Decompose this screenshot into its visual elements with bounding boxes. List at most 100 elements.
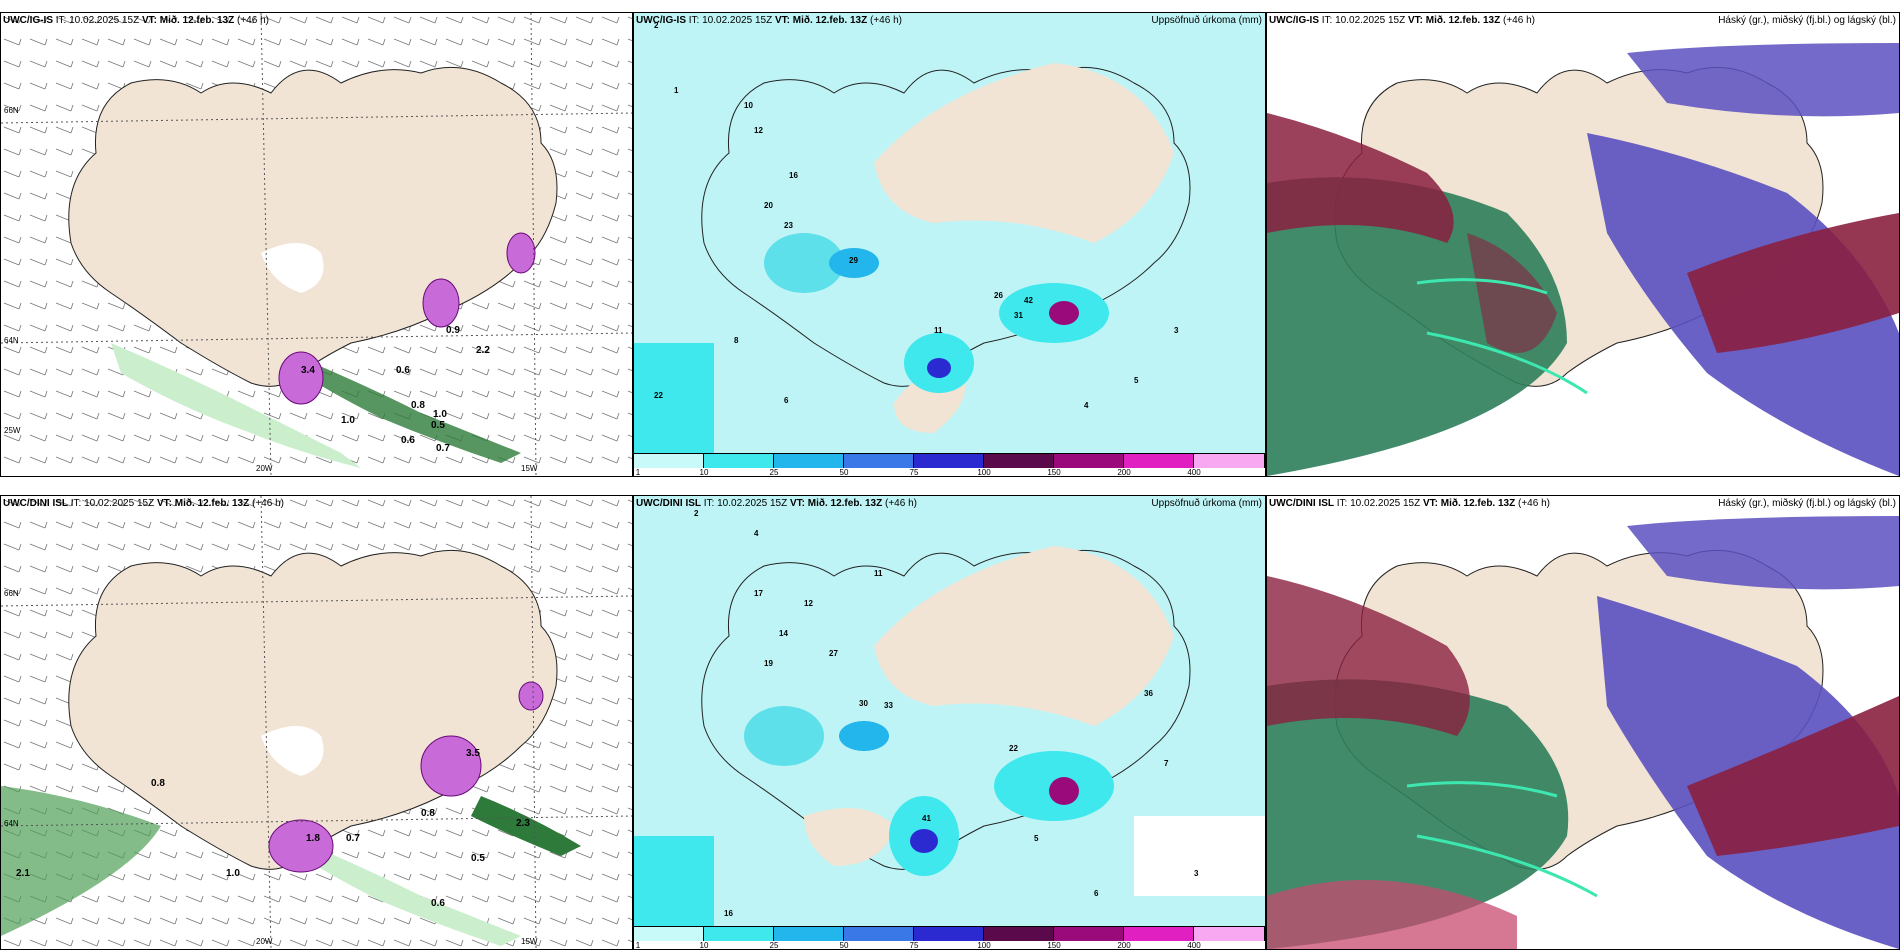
- colorbar-label: 200: [1117, 941, 1131, 950]
- colorbar-swatch: [1194, 454, 1265, 468]
- value-label: 22: [1009, 744, 1018, 753]
- value-label: 36: [1144, 689, 1153, 698]
- colorbar-swatch: [704, 454, 774, 468]
- lat-label-64n: 64N: [4, 336, 19, 345]
- colorbar-swatch: [984, 927, 1054, 941]
- value-label: 19: [764, 659, 773, 668]
- colorbar-label: 1: [635, 941, 641, 950]
- wind-precip-map-panel-bottom: UWC/DINI ISL IT: 10.02.2025 15Z VT: Mið.…: [0, 495, 633, 950]
- value-label: 2.3: [516, 818, 530, 829]
- panel-title: UWC/DINI ISL IT: 10.02.2025 15Z VT: Mið.…: [1269, 498, 1550, 509]
- value-label: 0.9: [446, 325, 460, 336]
- value-label: 1: [674, 86, 679, 95]
- colorbar-label: 150: [1047, 941, 1061, 950]
- lon-label-20w: 20W: [256, 937, 273, 946]
- lat-label-64n: 64N: [4, 819, 19, 828]
- value-label: 14: [779, 629, 788, 638]
- value-label: 2: [694, 509, 699, 518]
- precip-map-panel-top: UWC/IG-IS IT: 10.02.2025 15Z VT: Mið. 12…: [633, 12, 1266, 477]
- value-label: 2.1: [16, 868, 30, 879]
- lat-label-66n: 66N: [4, 106, 19, 115]
- precip-title: Uppsöfnuð úrkoma (mm): [1151, 498, 1262, 509]
- colorbar-label: 10: [699, 941, 709, 950]
- value-label: 5: [1134, 376, 1139, 385]
- colorbar-label: 25: [769, 468, 779, 477]
- colorbar-swatch: [634, 454, 704, 468]
- colorbar-label: 400: [1187, 468, 1201, 477]
- colorbar-label: 150: [1047, 468, 1061, 477]
- wind-precip-map: 66N 64N 20W 15W 0.8 1.0 0.7 0.8 2.3 1.8 …: [1, 496, 632, 949]
- cloud-map-panel-top: UWC/IG-IS IT: 10.02.2025 15Z VT: Mið. 12…: [1266, 12, 1900, 477]
- value-label: 22: [654, 391, 663, 400]
- lon-label-15w: 15W: [521, 937, 538, 946]
- value-label: 12: [804, 599, 813, 608]
- colorbar-label: 75: [909, 941, 919, 950]
- lat-label-66n: 66N: [4, 589, 19, 598]
- value-label: 16: [724, 909, 733, 918]
- value-label: 2: [654, 21, 659, 30]
- value-label: 0.8: [411, 400, 425, 411]
- value-label: 2.2: [476, 345, 490, 356]
- value-label: 30: [859, 699, 868, 708]
- value-label: 3.5: [466, 748, 480, 759]
- value-label: 4: [754, 529, 759, 538]
- colorbar-swatch: [844, 927, 914, 941]
- value-label: 0.7: [436, 443, 450, 454]
- value-label: 3.4: [301, 365, 315, 376]
- precip-map: 2 1 10 12 16 20 23 29 31 26 42 11 5 3 8 …: [634, 13, 1265, 454]
- precip-colorbar: 1 10 25 50 75 100 150 200 400: [634, 453, 1265, 476]
- precip-title: Uppsöfnuð úrkoma (mm): [1151, 15, 1262, 26]
- wind-precip-map: 66N 64N 20W 15W 25W 0.6 0.8 0.5 0.7 1.0 …: [1, 13, 632, 476]
- lon-label-15w: 15W: [521, 464, 538, 473]
- value-label: 27: [829, 649, 838, 658]
- colorbar-label: 25: [769, 941, 779, 950]
- value-label: 0.6: [431, 898, 445, 909]
- colorbar-swatch: [984, 454, 1054, 468]
- value-label: 1.0: [341, 415, 355, 426]
- value-label: 0.6: [396, 365, 410, 376]
- colorbar-swatch: [844, 454, 914, 468]
- panel-title: UWC/IG-IS IT: 10.02.2025 15Z VT: Mið. 12…: [3, 15, 269, 26]
- value-label: 26: [994, 291, 1003, 300]
- value-label: 17: [754, 589, 763, 598]
- colorbar-label: 50: [839, 468, 849, 477]
- colorbar-swatch: [774, 454, 844, 468]
- colorbar-swatch: [1194, 927, 1265, 941]
- value-label: 11: [934, 326, 943, 335]
- value-label: 3: [1174, 326, 1179, 335]
- value-label: 0.8: [151, 778, 165, 789]
- value-label: 41: [922, 814, 931, 823]
- cloud-map: [1267, 496, 1899, 949]
- value-label: 20: [764, 201, 773, 210]
- colorbar-label: 200: [1117, 468, 1131, 477]
- panel-title: UWC/IG-IS IT: 10.02.2025 15Z VT: Mið. 12…: [636, 15, 902, 26]
- colorbar-swatch: [634, 927, 704, 941]
- value-label: 6: [1094, 889, 1099, 898]
- cloud-title: Háský (gr.), miðský (fj.bl.) og lágský (…: [1718, 15, 1896, 26]
- colorbar-label: 100: [977, 468, 991, 477]
- value-label: 8: [734, 336, 739, 345]
- colorbar-swatch: [914, 927, 984, 941]
- wind-precip-map-panel-top: UWC/IG-IS IT: 10.02.2025 15Z VT: Mið. 12…: [0, 12, 633, 477]
- value-label: 12: [754, 126, 763, 135]
- value-label: 29: [849, 256, 858, 265]
- colorbar-swatch: [1054, 927, 1124, 941]
- colorbar-label: 10: [699, 468, 709, 477]
- value-label: 33: [884, 701, 893, 710]
- colorbar-swatch: [914, 454, 984, 468]
- cloud-title: Háský (gr.), miðský (fj.bl.) og lágský (…: [1718, 498, 1896, 509]
- lon-label-25w: 25W: [4, 426, 21, 435]
- value-label: 0.7: [346, 833, 360, 844]
- colorbar-swatch: [1054, 454, 1124, 468]
- panel-title: UWC/DINI ISL IT: 10.02.2025 15Z VT: Mið.…: [3, 498, 284, 509]
- colorbar-swatch: [1124, 927, 1194, 941]
- colorbar-swatch: [1124, 454, 1194, 468]
- cloud-map: [1267, 13, 1899, 476]
- value-label: 0.5: [471, 853, 485, 864]
- value-label: 6: [784, 396, 789, 405]
- value-label: 0.5: [431, 420, 445, 431]
- lon-label-20w: 20W: [256, 464, 273, 473]
- precip-colorbar: 1 10 25 50 75 100 150 200 400: [634, 926, 1265, 949]
- value-label: 5: [1034, 834, 1039, 843]
- colorbar-label: 75: [909, 468, 919, 477]
